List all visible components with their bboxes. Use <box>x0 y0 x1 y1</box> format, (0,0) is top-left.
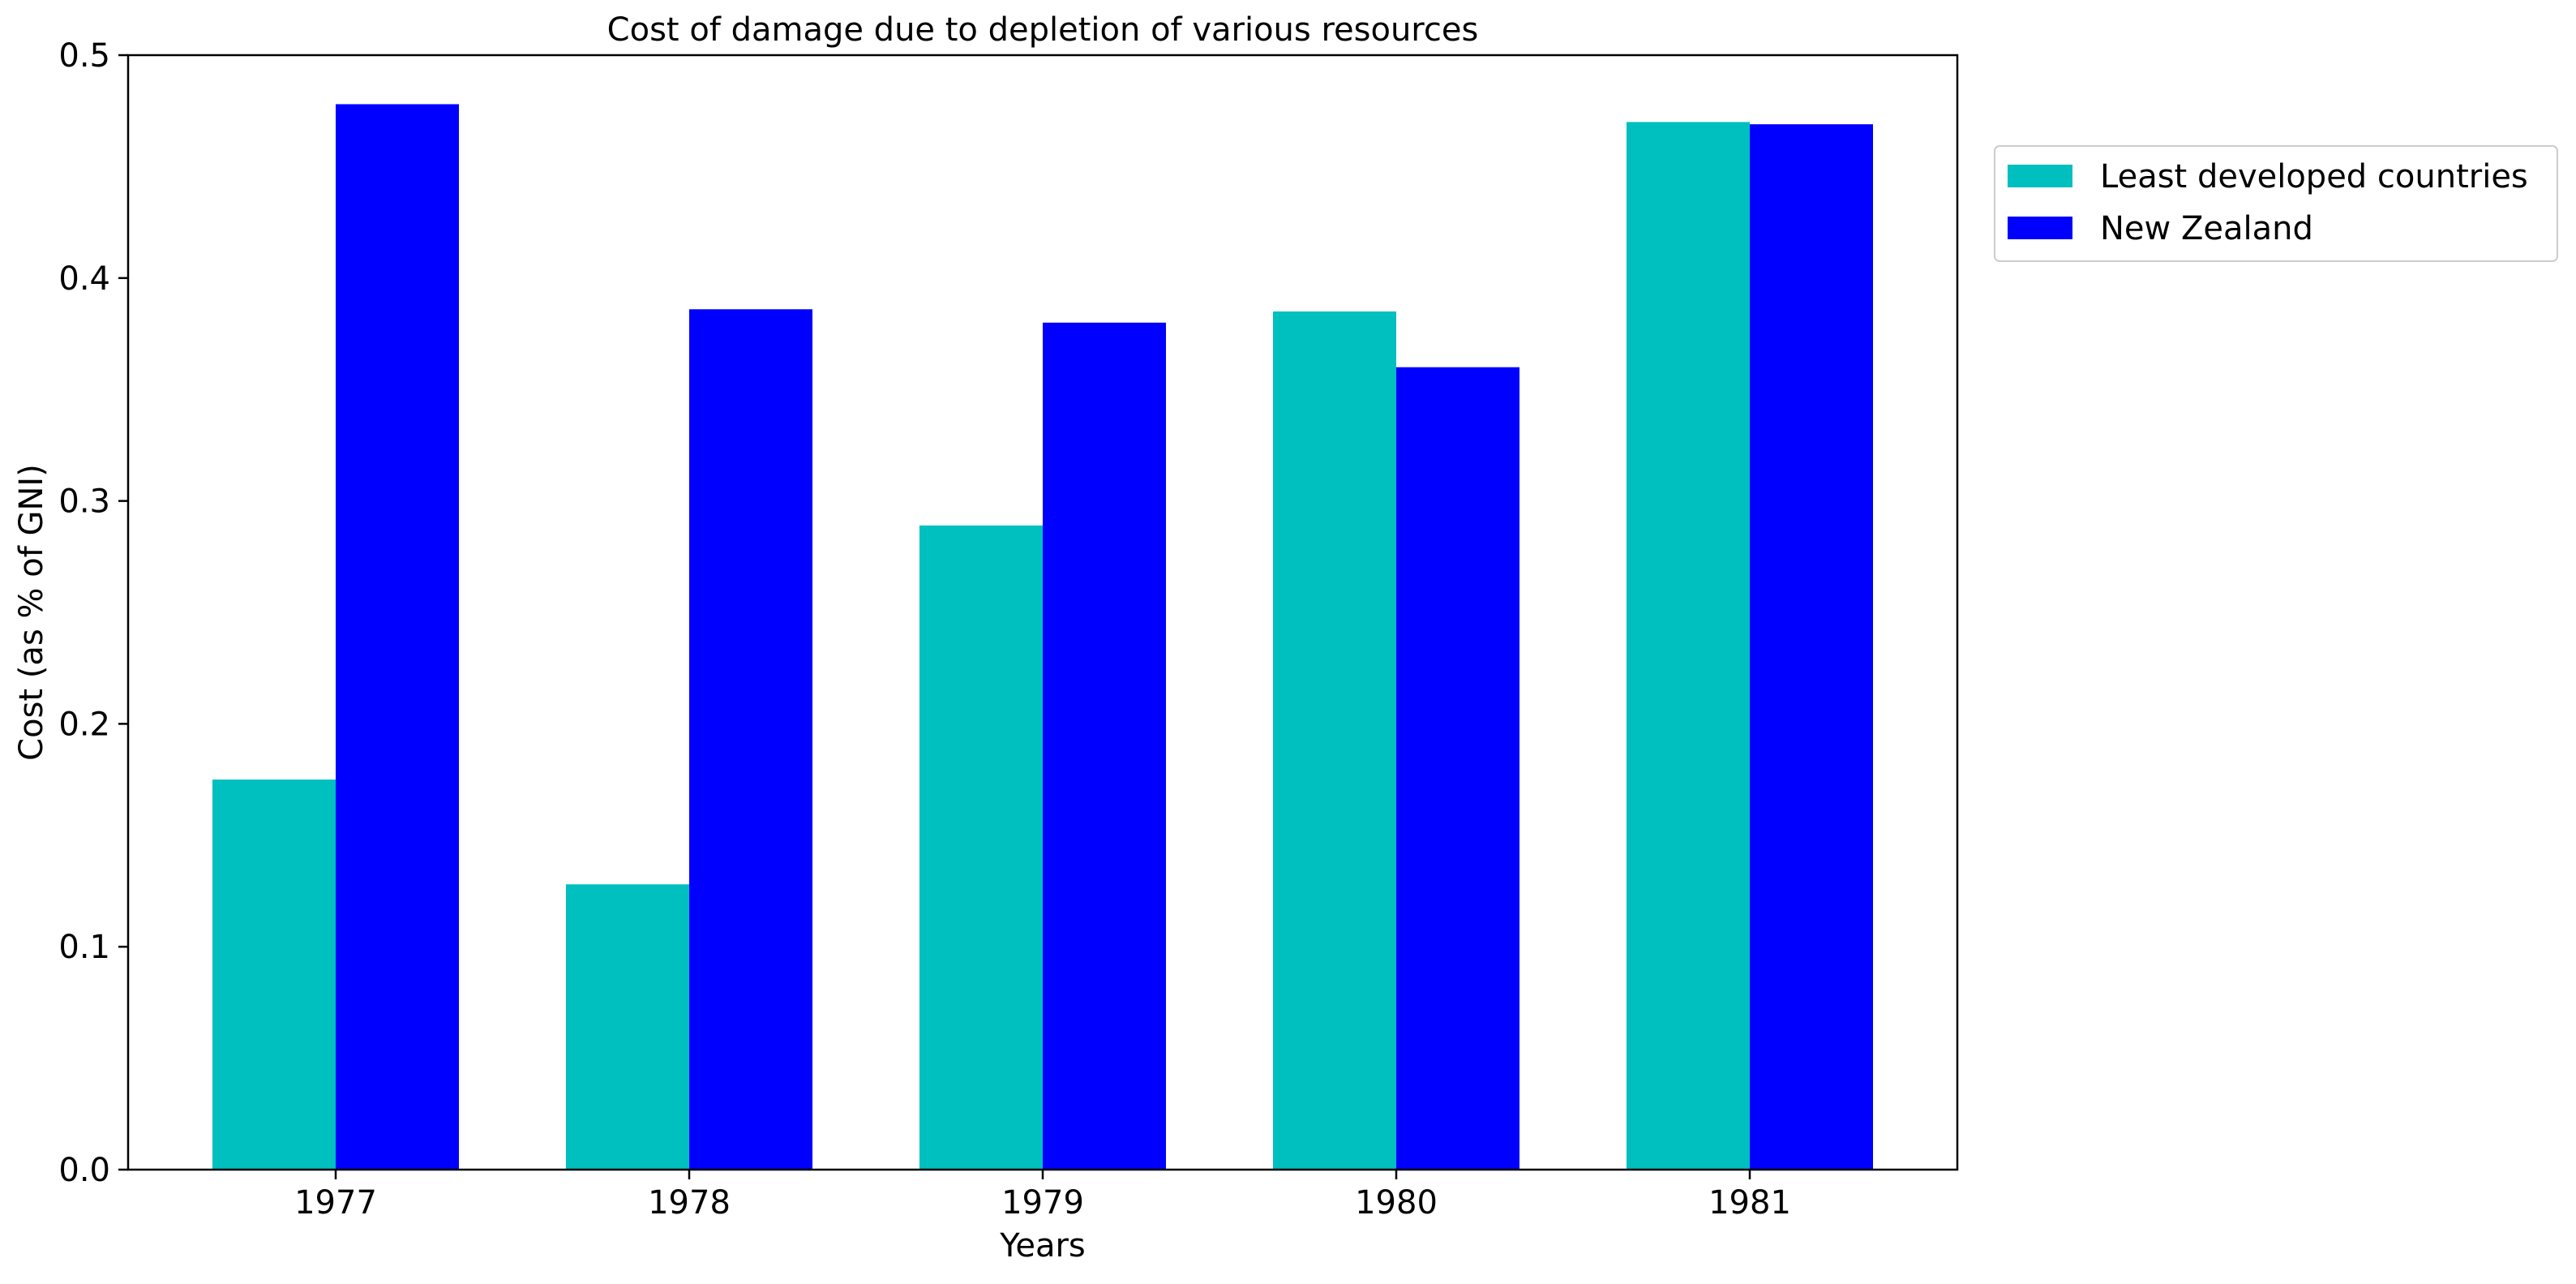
bar-least-developed-countries-1979 <box>919 525 1043 1170</box>
bar-least-developed-countries-1978 <box>566 884 689 1170</box>
bar-least-developed-countries-1981 <box>1627 122 1750 1170</box>
bars-layer <box>212 104 1873 1170</box>
y-tick-label: 0.0 <box>58 1152 110 1189</box>
bar-new-zealand-1981 <box>1750 124 1873 1170</box>
legend-label-least-developed-countries: Least developed countries <box>2100 158 2528 195</box>
plot-frame <box>126 54 1959 1171</box>
bar-least-developed-countries-1980 <box>1273 311 1396 1170</box>
bar-new-zealand-1978 <box>689 309 812 1170</box>
y-tick-label: 0.1 <box>58 929 110 966</box>
x-tick-label-1979: 1979 <box>1001 1184 1084 1222</box>
chart-title: Cost of damage due to depletion of vario… <box>607 11 1479 49</box>
legend-box <box>1994 145 2558 262</box>
x-tick-label-1980: 1980 <box>1355 1184 1438 1222</box>
bar-new-zealand-1979 <box>1043 322 1166 1170</box>
y-tick-label: 0.3 <box>58 483 110 521</box>
y-axis-label: Cost (as % of GNI) <box>13 464 50 761</box>
x-tick-label-1977: 1977 <box>294 1184 377 1222</box>
y-tick-label: 0.2 <box>58 706 110 743</box>
x-tick-label-1981: 1981 <box>1708 1184 1791 1222</box>
bar-new-zealand-1980 <box>1396 367 1519 1170</box>
x-axis: 1977 1978 1979 1980 1981 <box>294 1170 1791 1222</box>
x-tick-label-1978: 1978 <box>648 1184 731 1222</box>
y-tick-label: 0.4 <box>58 260 110 298</box>
x-axis-label: Years <box>999 1227 1086 1265</box>
y-tick-label: 0.5 <box>58 37 110 75</box>
bar-new-zealand-1977 <box>336 104 459 1170</box>
legend-swatch-new-zealand <box>2008 217 2072 239</box>
bar-least-developed-countries-1977 <box>212 779 336 1170</box>
y-axis: 0.0 0.1 0.2 0.3 0.4 0.5 <box>58 37 128 1189</box>
legend-label-new-zealand: New Zealand <box>2100 210 2313 247</box>
legend: Least developed countries New Zealand <box>1994 145 2558 262</box>
legend-swatch-least-developed-countries <box>2008 165 2072 187</box>
